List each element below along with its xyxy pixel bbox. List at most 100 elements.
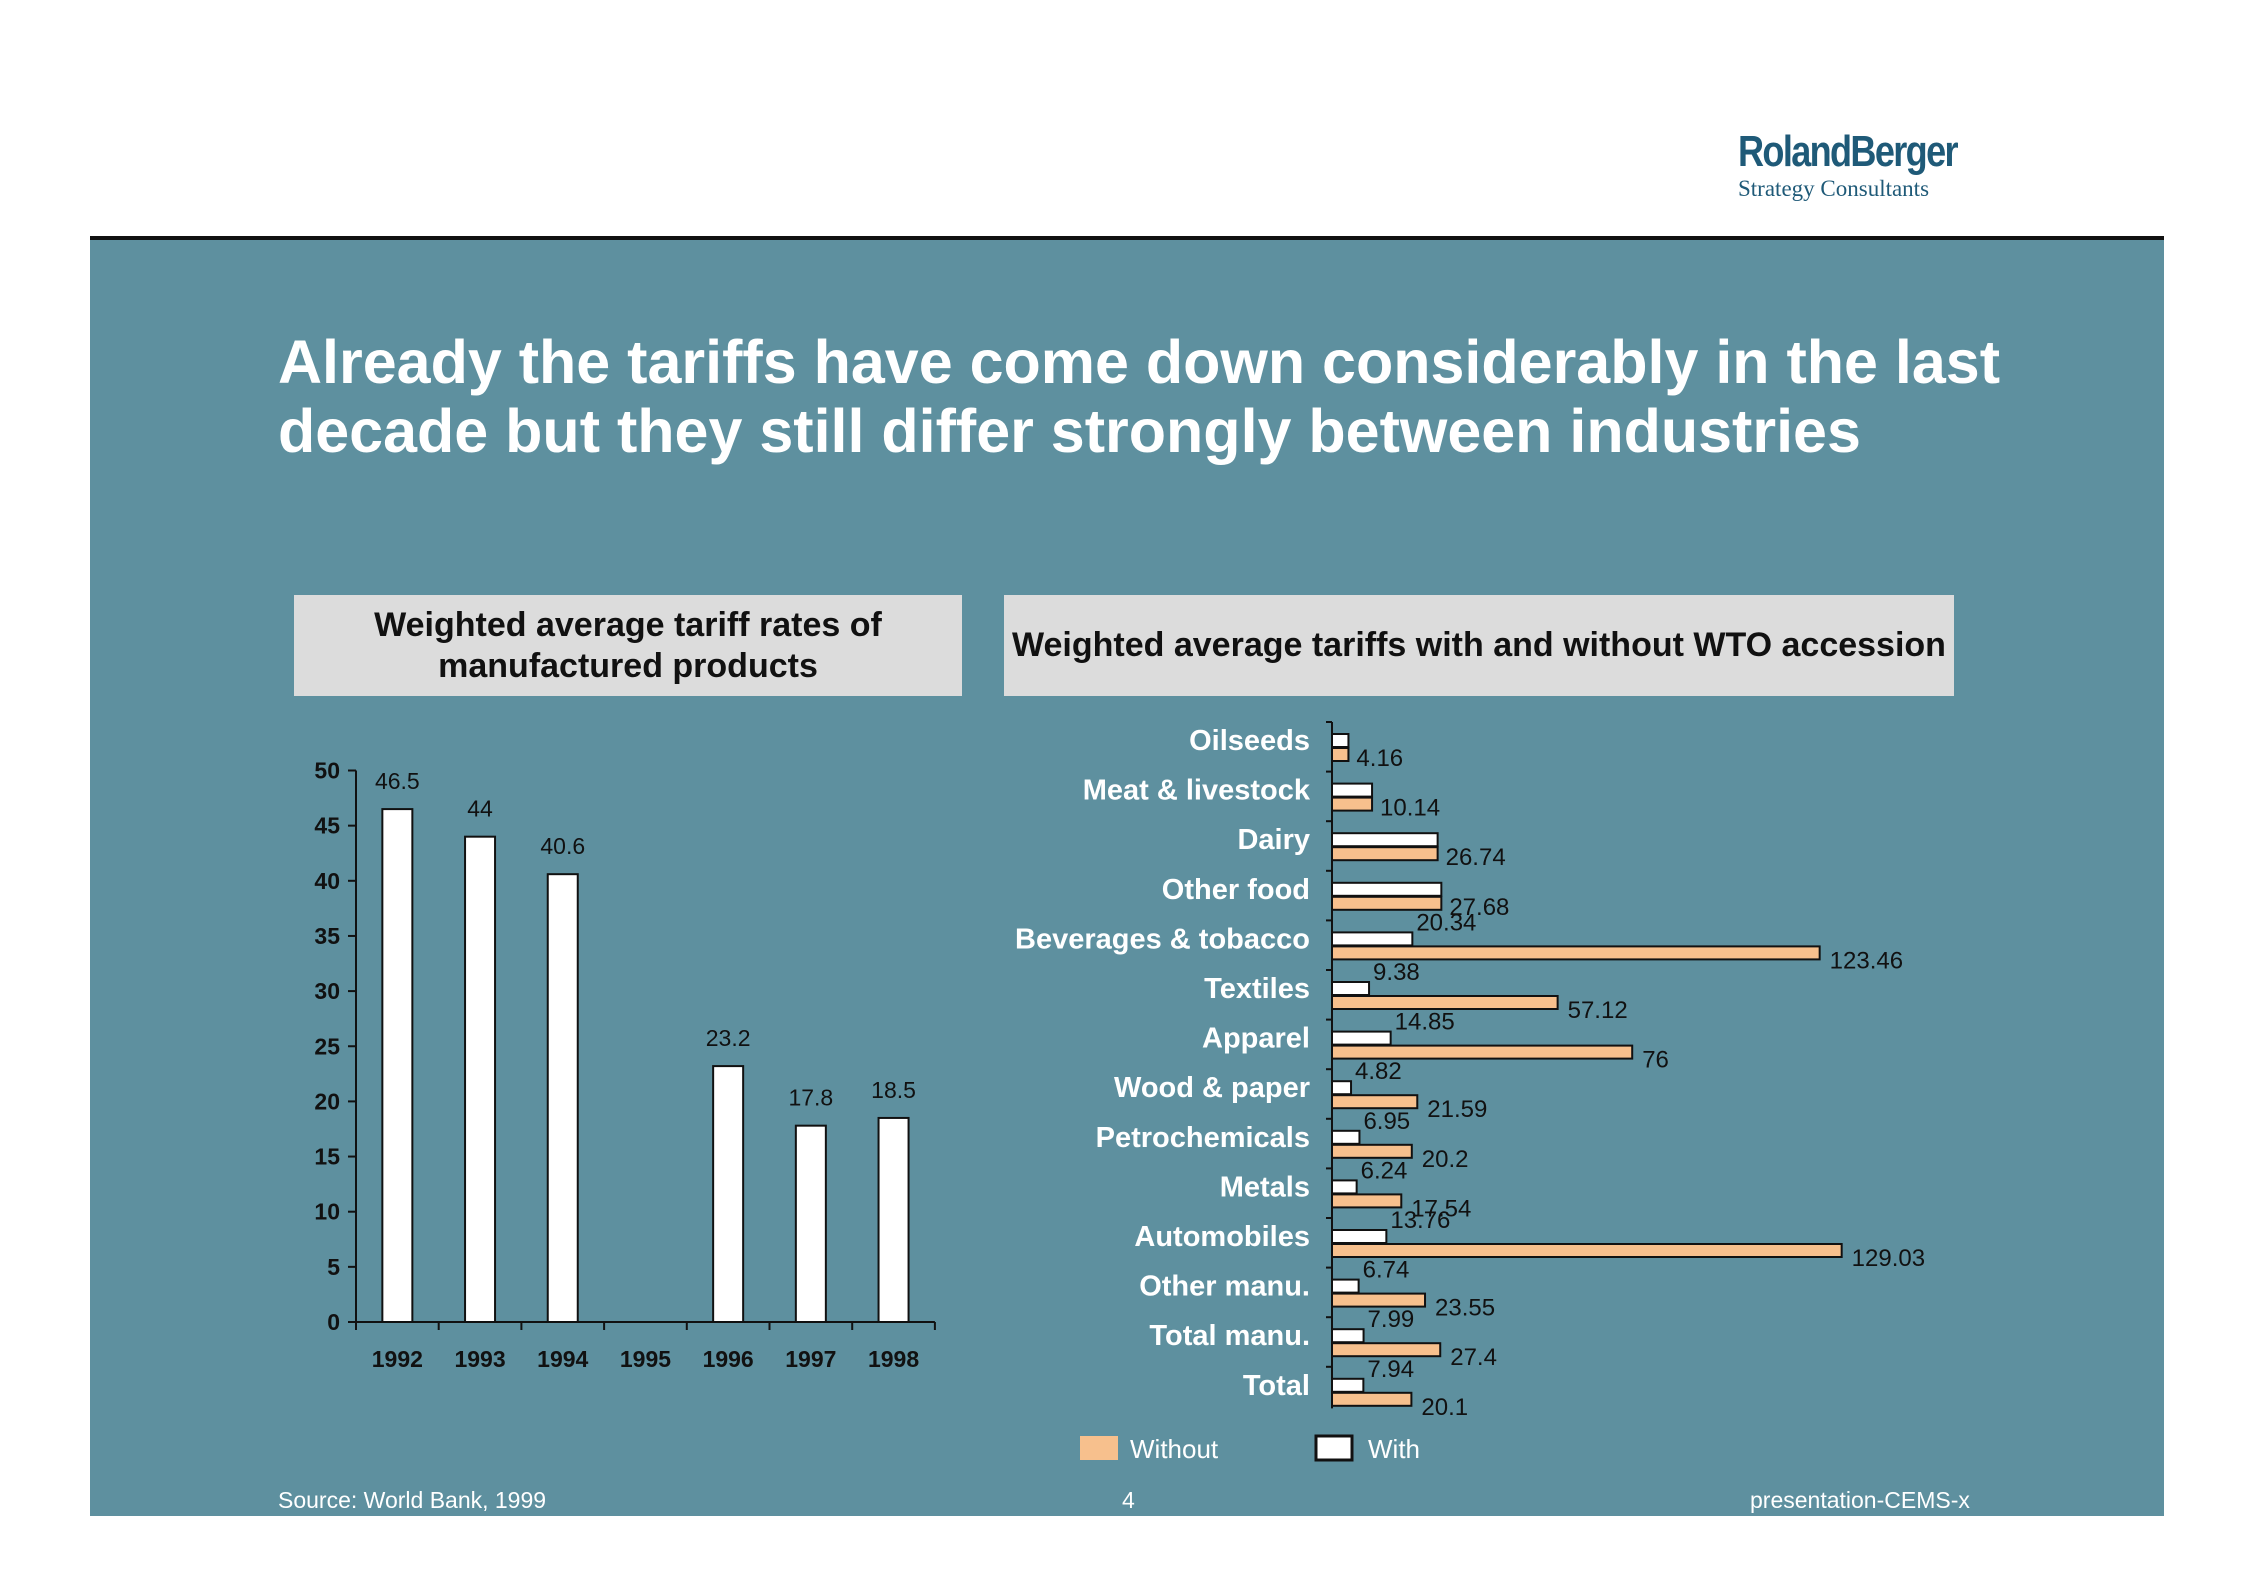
right-bar-without — [1331, 945, 1821, 961]
right-data-label-without: 20.2 — [1422, 1146, 1469, 1173]
legend-label-with: With — [1368, 1434, 1420, 1464]
right-bar-with — [1331, 1278, 1360, 1294]
right-bar-with — [1331, 1129, 1361, 1145]
right-data-label-without: 123.46 — [1830, 947, 1903, 974]
right-category-label: Oilseeds — [1189, 725, 1310, 757]
right-data-label-without: 27.4 — [1450, 1344, 1497, 1371]
right-bar-without — [1331, 1143, 1413, 1159]
right-data-label-with: 9.38 — [1373, 959, 1420, 986]
right-category-label: Metals — [1220, 1171, 1310, 1203]
right-data-label: 27.68 — [1449, 894, 1509, 921]
right-data-label-with: 14.85 — [1395, 1009, 1455, 1036]
right-bar-without — [1331, 1391, 1413, 1407]
right-data-label-without: 23.55 — [1435, 1295, 1495, 1322]
left-y-tick-label: 5 — [327, 1254, 340, 1280]
left-bar — [464, 835, 497, 1323]
left-x-tick-label: 1994 — [537, 1346, 588, 1372]
right-category-label: Other food — [1162, 874, 1310, 906]
right-category-label: Automobiles — [1134, 1221, 1310, 1253]
company-logo: RolandBerger Strategy Consultants — [1738, 128, 1998, 202]
left-bar-data-label: 46.5 — [375, 768, 420, 794]
right-bar-with — [1331, 733, 1350, 748]
left-y-tick-label: 45 — [314, 813, 340, 839]
left-y-tick-label: 35 — [314, 923, 340, 949]
right-category-label: Textiles — [1204, 973, 1310, 1005]
left-x-tick-label: 1992 — [372, 1346, 423, 1372]
page-number: 4 — [1122, 1487, 1135, 1513]
legend-label-without: Without — [1130, 1434, 1219, 1464]
right-data-label-with: 4.82 — [1355, 1058, 1402, 1085]
right-data-label-with: 7.99 — [1368, 1306, 1415, 1333]
right-data-label-with: 6.95 — [1363, 1108, 1410, 1135]
right-data-label-with: 6.74 — [1363, 1257, 1410, 1284]
left-bar-data-label: 44 — [467, 796, 493, 822]
right-bar-without — [1331, 747, 1350, 762]
right-bar-without — [1331, 1342, 1442, 1358]
right-category-label: Petrochemicals — [1096, 1122, 1310, 1154]
right-bar-with — [1331, 1328, 1365, 1344]
left-bar-data-label: 23.2 — [706, 1025, 751, 1051]
header-rule — [90, 236, 2164, 240]
right-bar-with — [1331, 782, 1374, 798]
right-data-label-without: 129.03 — [1852, 1245, 1925, 1272]
right-data-label-with: 7.94 — [1367, 1356, 1414, 1383]
left-x-tick-label: 1997 — [785, 1346, 836, 1372]
right-data-label-without: 57.12 — [1568, 997, 1628, 1024]
right-bar-without — [1331, 846, 1439, 862]
right-category-label: Total manu. — [1149, 1320, 1310, 1352]
right-bar-without — [1331, 1094, 1419, 1110]
left-x-tick-label: 1995 — [620, 1346, 671, 1372]
left-bar — [546, 873, 579, 1323]
logo-tagline: Strategy Consultants — [1738, 176, 1930, 201]
left-y-tick-label: 40 — [314, 868, 340, 894]
left-y-tick-label: 15 — [314, 1144, 340, 1170]
left-y-tick-label: 20 — [314, 1088, 340, 1114]
right-bar-without — [1331, 1193, 1403, 1209]
left-y-tick-label: 0 — [327, 1309, 340, 1335]
logo-brand: RolandBerger — [1738, 127, 1959, 176]
left-bar — [794, 1124, 827, 1324]
left-bar — [381, 808, 414, 1323]
right-data-label-without: 76 — [1642, 1047, 1669, 1074]
right-category-label: Total — [1243, 1370, 1310, 1402]
left-x-tick-label: 1996 — [703, 1346, 754, 1372]
right-bar-without — [1331, 895, 1443, 911]
left-bar — [877, 1116, 910, 1323]
left-y-tick-label: 50 — [314, 758, 340, 784]
right-data-label-with: 13.76 — [1390, 1207, 1450, 1234]
left-x-tick-label: 1998 — [868, 1346, 919, 1372]
right-bar-with — [1331, 981, 1371, 996]
legend-swatch-with — [1314, 1434, 1354, 1462]
right-category-label: Wood & paper — [1114, 1072, 1310, 1104]
right-bar-without — [1331, 1292, 1427, 1308]
right-data-label: 10.14 — [1380, 795, 1440, 822]
right-data-label-without: 21.59 — [1427, 1096, 1487, 1123]
right-category-label: Apparel — [1202, 1023, 1310, 1055]
right-category-label: Other manu. — [1139, 1271, 1310, 1303]
right-data-label: 4.16 — [1356, 745, 1403, 772]
right-category-label: Beverages & tobacco — [1015, 923, 1310, 955]
right-bar-with — [1331, 931, 1414, 947]
right-category-label: Meat & livestock — [1083, 775, 1311, 807]
legend-swatch-without — [1080, 1436, 1118, 1460]
left-chart-title: Weighted average tariff rates of manufac… — [374, 605, 882, 685]
right-data-label: 26.74 — [1446, 844, 1506, 871]
right-chart-header: Weighted average tariffs with and withou… — [1004, 595, 1954, 696]
right-data-label-without: 17.54 — [1411, 1195, 1471, 1222]
right-bar-without — [1331, 1044, 1634, 1060]
slide-title: Already the tariffs have come down consi… — [278, 328, 2001, 465]
left-y-tick-label: 30 — [314, 978, 340, 1004]
right-bar-without — [1331, 995, 1559, 1010]
right-bar-without — [1331, 1243, 1843, 1258]
right-bar-with — [1331, 1179, 1358, 1195]
right-data-label-without: 20.1 — [1421, 1394, 1468, 1421]
right-bar-with — [1331, 1030, 1392, 1046]
left-bar-data-label: 18.5 — [871, 1077, 916, 1103]
right-chart-title: Weighted average tariffs with and withou… — [1012, 626, 1946, 664]
left-bar-data-label: 40.6 — [540, 833, 585, 859]
document-id: presentation-CEMS-x — [1750, 1487, 1970, 1513]
left-y-tick-label: 10 — [314, 1199, 340, 1225]
right-bar-with — [1331, 1229, 1388, 1244]
left-bar — [712, 1065, 745, 1323]
